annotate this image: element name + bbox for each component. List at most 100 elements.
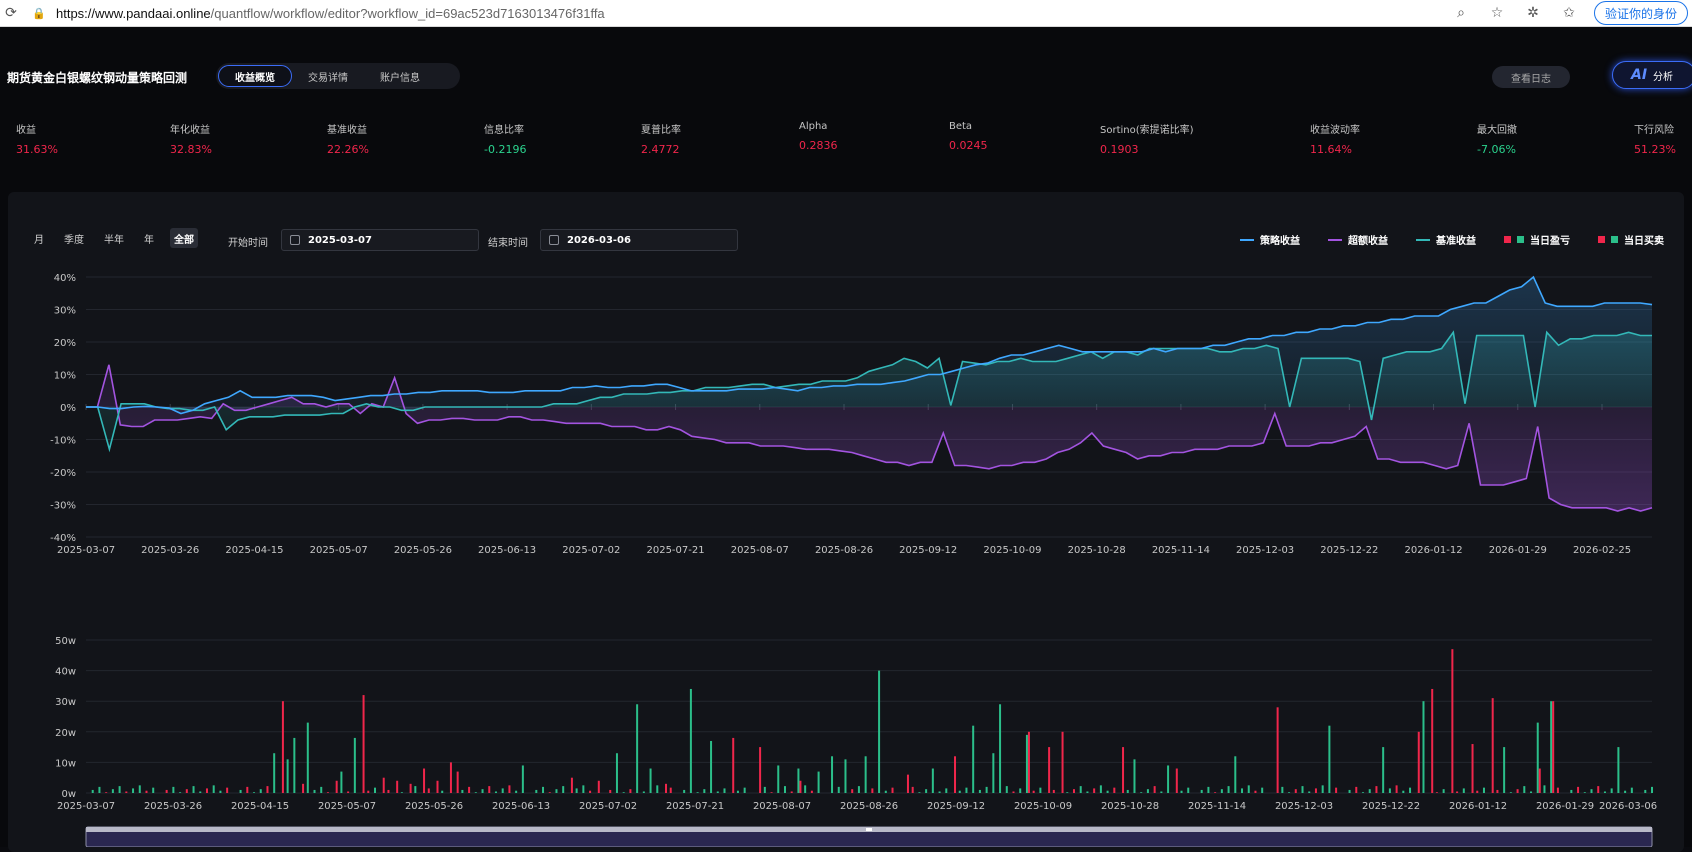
bar-y-tick-label: 30w bbox=[55, 697, 76, 708]
tab-1[interactable]: 交易详情 bbox=[308, 72, 348, 84]
bar-green bbox=[1536, 722, 1539, 793]
bar-small bbox=[461, 789, 464, 793]
address-bar[interactable]: 🔒 https://www.pandaai.online/quantflow/w… bbox=[28, 2, 1450, 24]
period-button-0[interactable]: 月 bbox=[34, 234, 44, 246]
site-info-icon[interactable]: 🔒 bbox=[32, 6, 46, 20]
ai-analysis-button[interactable]: AI 分析 bbox=[1612, 61, 1692, 89]
end-date-input[interactable]: 2026-03-06 bbox=[540, 229, 738, 251]
bar-small bbox=[1651, 786, 1653, 793]
bar-small bbox=[1281, 786, 1284, 793]
bar-small bbox=[427, 788, 430, 793]
browser-toolbar: ⟳ 🔒 https://www.pandaai.online/quantflow… bbox=[0, 0, 1692, 27]
bar-small bbox=[804, 785, 807, 793]
series-line-1 bbox=[86, 364, 1653, 512]
metric-label: 收益波动率 bbox=[1310, 125, 1360, 136]
bar-small bbox=[589, 790, 592, 793]
x-tick-label: 2025-11-14 bbox=[1152, 545, 1210, 556]
bar-small bbox=[1180, 790, 1183, 793]
bar-small bbox=[891, 787, 894, 793]
bar-green bbox=[1025, 734, 1028, 793]
bar-small bbox=[535, 789, 538, 793]
bar-small bbox=[1200, 789, 1203, 793]
bar-small bbox=[1523, 786, 1526, 793]
bar-x-tick-label: 2025-04-15 bbox=[231, 801, 289, 812]
bar-y-tick-label: 20w bbox=[55, 728, 76, 739]
bar-red bbox=[1122, 747, 1125, 793]
start-date-input[interactable]: 2025-03-07 bbox=[281, 229, 479, 251]
bar-small bbox=[575, 788, 578, 793]
period-button-4[interactable]: 全部 bbox=[170, 228, 198, 248]
metric-5: Alpha 0.2836 bbox=[799, 121, 838, 152]
bar-small bbox=[494, 791, 497, 793]
bar-small bbox=[911, 786, 914, 793]
bar-small bbox=[1482, 787, 1485, 793]
tab-0[interactable]: 收益概览 bbox=[218, 65, 292, 87]
bar-green bbox=[615, 753, 618, 793]
period-button-2[interactable]: 半年 bbox=[104, 234, 124, 246]
favorites-icon[interactable]: ✩ bbox=[1563, 5, 1575, 21]
period-button-3[interactable]: 年 bbox=[144, 234, 154, 246]
bar-small bbox=[703, 789, 706, 793]
legend-item-0[interactable]: 策略收益 bbox=[1240, 232, 1300, 247]
period-button-1[interactable]: 季度 bbox=[64, 234, 84, 246]
y-tick-label: 30% bbox=[54, 306, 76, 317]
legend-item-1[interactable]: 超额收益 bbox=[1328, 232, 1388, 247]
bar-small bbox=[1160, 791, 1163, 793]
bar-small bbox=[1610, 788, 1613, 793]
bar-x-tick-label: 2026-01-12 bbox=[1449, 801, 1507, 812]
x-tick-label: 2025-07-21 bbox=[646, 545, 704, 556]
bar-small bbox=[857, 786, 860, 793]
bar-red bbox=[1471, 744, 1474, 793]
x-tick-label: 2025-08-07 bbox=[731, 545, 789, 556]
bar-small bbox=[669, 787, 672, 793]
bar-small bbox=[192, 786, 195, 793]
bar-small bbox=[172, 786, 175, 793]
legend-item-4[interactable]: 当日买卖 bbox=[1598, 232, 1664, 247]
legend-label: 当日买卖 bbox=[1624, 236, 1664, 247]
legend-line-marker bbox=[1328, 238, 1342, 241]
bar-green bbox=[273, 753, 276, 793]
legend-item-3[interactable]: 当日盈亏 bbox=[1504, 232, 1570, 247]
zoom-icon[interactable]: ⌕ bbox=[1457, 5, 1465, 21]
bar-small bbox=[474, 792, 477, 793]
bar-small bbox=[374, 787, 377, 793]
bar-small bbox=[219, 790, 222, 793]
view-log-button[interactable]: 查看日志 bbox=[1492, 66, 1570, 88]
bar-green bbox=[831, 756, 834, 793]
bar-red bbox=[906, 774, 909, 793]
bar-small bbox=[770, 792, 773, 793]
extensions-icon[interactable]: ✲ bbox=[1527, 5, 1539, 21]
reload-icon[interactable]: ⟳ bbox=[5, 5, 17, 21]
bar-small bbox=[1335, 787, 1338, 793]
bar-small bbox=[1106, 790, 1109, 793]
bar-small bbox=[1012, 791, 1015, 793]
bar-green bbox=[1133, 759, 1136, 793]
bar-y-tick-label: 40w bbox=[55, 667, 76, 678]
bar-small bbox=[414, 786, 417, 793]
x-tick-label: 2025-12-22 bbox=[1320, 545, 1378, 556]
bar-small bbox=[1214, 792, 1217, 793]
bar-small bbox=[1126, 789, 1129, 793]
bar-green bbox=[864, 756, 867, 793]
bar-small bbox=[253, 792, 256, 793]
x-tick-label: 2025-03-07 bbox=[57, 545, 115, 556]
bar-y-tick-label: 0w bbox=[61, 789, 76, 800]
bar-red bbox=[1431, 688, 1434, 793]
bar-green bbox=[1234, 756, 1237, 793]
metric-4: 夏普比率 2.4772 bbox=[641, 121, 681, 156]
bar-small bbox=[1355, 786, 1358, 793]
bar-red bbox=[456, 771, 459, 793]
tab-2[interactable]: 账户信息 bbox=[380, 72, 420, 84]
bookmark-star-icon[interactable]: ☆ bbox=[1490, 5, 1504, 21]
verify-identity-button[interactable]: 验证你的身份 bbox=[1593, 1, 1688, 25]
bar-green bbox=[689, 688, 692, 793]
y-tick-label: 10% bbox=[54, 371, 76, 382]
app-root: 期货黄金白银螺纹钢动量策略回测 收益概览 交易详情 账户信息 查看日志 AI 分析 … bbox=[0, 27, 1692, 852]
bar-x-tick-label: 2025-03-26 bbox=[144, 801, 202, 812]
legend-item-2[interactable]: 基准收益 bbox=[1416, 232, 1476, 247]
bar-red bbox=[1027, 731, 1030, 793]
metric-value: 2.4772 bbox=[641, 143, 680, 156]
bar-x-tick-label: 2026-03-06 bbox=[1599, 801, 1657, 812]
y-tick-label: -30% bbox=[50, 501, 76, 512]
bar-small bbox=[1093, 788, 1096, 793]
